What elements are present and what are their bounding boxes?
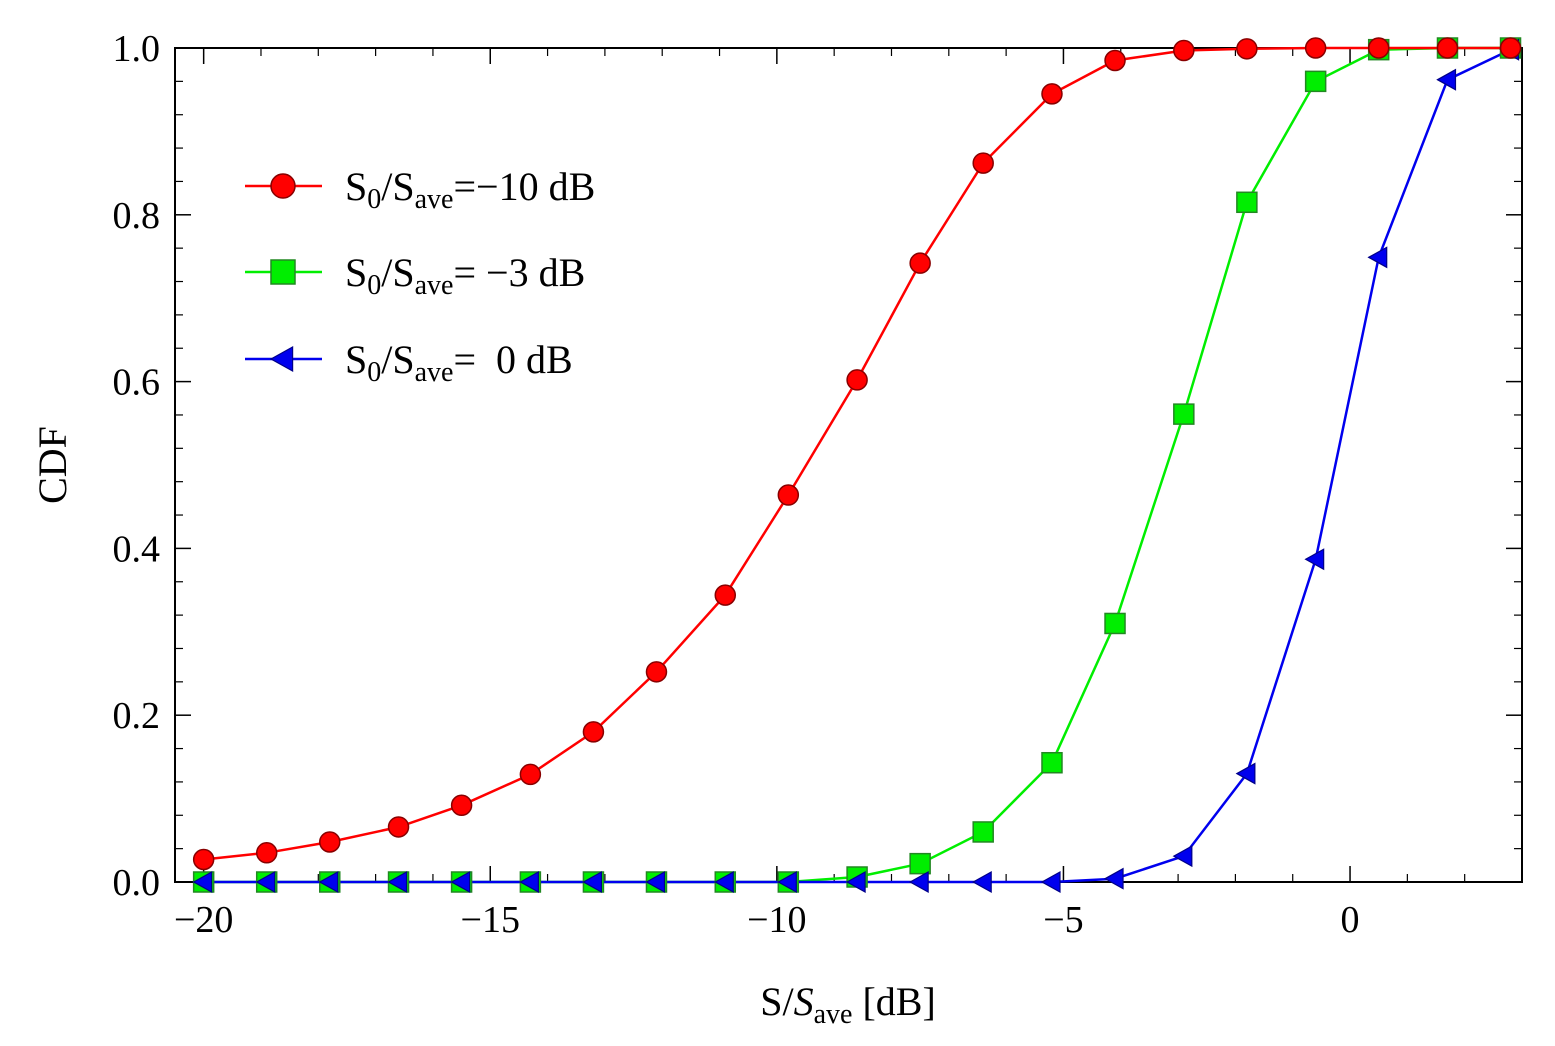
data-point-circle xyxy=(1041,83,1063,105)
data-point-circle xyxy=(972,152,994,174)
x-tick-label: −20 xyxy=(174,899,233,941)
y-axis-label: CDF xyxy=(30,426,75,504)
x-tick-label: −15 xyxy=(461,899,520,941)
y-tick-label: 0.0 xyxy=(113,862,161,904)
data-point-triangle-left xyxy=(1304,548,1325,571)
data-point-triangle-left xyxy=(645,870,666,894)
data-point-circle xyxy=(909,252,931,274)
data-point-triangle-left xyxy=(845,870,866,894)
data-point-triangle-left xyxy=(1103,867,1124,890)
data-point-circle xyxy=(1499,37,1522,59)
data-point-square xyxy=(1173,403,1195,425)
data-point-triangle-left xyxy=(192,870,213,894)
x-tick-label: 0 xyxy=(1341,899,1360,941)
x-axis-label: S/Save [dB] xyxy=(760,979,936,1030)
x-tick-label: −5 xyxy=(1043,899,1083,941)
y-tick-label: 0.4 xyxy=(113,528,161,570)
data-point-circle xyxy=(387,816,410,838)
data-point-circle xyxy=(1436,37,1459,59)
data-point-triangle-left xyxy=(908,870,929,894)
data-point-square xyxy=(972,821,994,843)
data-point-square xyxy=(909,852,931,875)
x-tick-label: −10 xyxy=(747,899,806,941)
data-point-triangle-left xyxy=(714,870,734,894)
data-point-square xyxy=(1236,191,1258,214)
data-point-triangle-left xyxy=(777,870,797,894)
y-tick-label: 0.6 xyxy=(113,362,161,404)
data-point-circle xyxy=(777,484,800,506)
data-point-triangle-left xyxy=(1367,246,1388,269)
data-point-circle xyxy=(582,721,605,743)
data-point-triangle-left xyxy=(582,870,603,894)
data-point-circle xyxy=(1173,39,1195,62)
data-point-square xyxy=(1041,751,1063,774)
data-point-circle xyxy=(846,369,868,391)
data-point-circle xyxy=(645,661,668,683)
data-point-circle xyxy=(1304,37,1327,59)
series-markers xyxy=(192,37,1522,894)
legend-entry: S0/Save=−10 dB xyxy=(345,164,595,215)
data-point-circle xyxy=(319,831,341,853)
y-tick-label: 1.0 xyxy=(113,28,161,70)
legend-marker-square xyxy=(270,259,296,285)
plot-frame xyxy=(174,47,1523,883)
data-point-triangle-left xyxy=(387,870,408,894)
data-point-triangle-left xyxy=(1436,68,1457,91)
data-point-circle xyxy=(1367,37,1390,59)
data-point-triangle-left xyxy=(519,870,539,894)
data-point-circle xyxy=(519,763,542,786)
data-point-triangle-left xyxy=(1172,845,1193,868)
data-point-square xyxy=(1104,612,1126,635)
data-point-triangle-left xyxy=(1235,762,1256,785)
data-point-circle xyxy=(1236,38,1258,60)
data-point-triangle-left xyxy=(971,870,992,894)
data-point-triangle-left xyxy=(318,870,339,894)
legend-entry: S0/Save= −3 dB xyxy=(345,250,585,301)
data-point-circle xyxy=(1104,49,1126,72)
legend-entry: S0/Save= 0 dB xyxy=(345,337,573,388)
legend-marker-triangle-left xyxy=(269,345,294,373)
data-point-circle xyxy=(450,794,473,817)
data-point-triangle-left xyxy=(1040,870,1061,894)
data-point-square xyxy=(1304,70,1327,93)
data-point-circle xyxy=(255,842,278,864)
data-point-circle xyxy=(714,584,737,606)
tick-labels: −20 −15 −10 −5 0 0.0 0.2 0.4 0.6 0.8 1.0 xyxy=(113,28,1360,941)
data-point-circle xyxy=(192,848,215,871)
data-point-triangle-left xyxy=(255,870,276,894)
legend: S0/Save=−10 dB S0/Save= −3 dB S0/Save= 0 d… xyxy=(245,164,595,388)
y-tick-label: 0.8 xyxy=(113,195,161,237)
data-point-triangle-left xyxy=(450,870,471,894)
y-tick-label: 0.2 xyxy=(113,695,161,737)
legend-marker-circle xyxy=(270,173,296,199)
